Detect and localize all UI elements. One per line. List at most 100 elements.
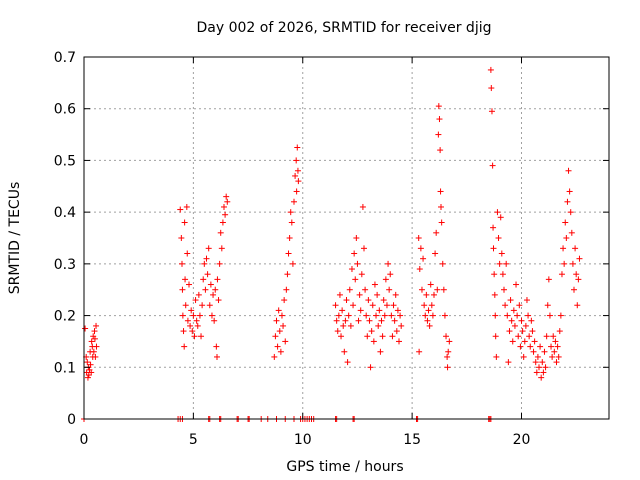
data-point bbox=[514, 312, 521, 319]
axes: 0 0.1 0.2 0.3 0.4 0.5 0.6 0.7 0 5 10 15 20 bbox=[54, 50, 609, 448]
data-point bbox=[543, 333, 550, 340]
data-point bbox=[187, 322, 194, 329]
data-point bbox=[181, 219, 188, 226]
data-point bbox=[525, 312, 532, 319]
data-point bbox=[397, 312, 404, 319]
data-point bbox=[415, 235, 422, 241]
data-point bbox=[488, 108, 495, 115]
data-point bbox=[550, 333, 557, 340]
data-point bbox=[375, 322, 382, 329]
data-point bbox=[492, 333, 499, 340]
data-point bbox=[423, 291, 430, 298]
data-point bbox=[180, 328, 187, 335]
data-point bbox=[440, 286, 447, 293]
data-point bbox=[210, 291, 217, 298]
data-point bbox=[556, 328, 563, 335]
data-point bbox=[561, 260, 568, 267]
data-point bbox=[332, 302, 339, 309]
data-point bbox=[369, 302, 376, 309]
data-point bbox=[207, 281, 214, 288]
data-point bbox=[540, 369, 547, 376]
data-point bbox=[445, 348, 452, 355]
data-point bbox=[490, 245, 497, 252]
data-point bbox=[392, 291, 399, 298]
data-point bbox=[88, 369, 95, 376]
data-point bbox=[552, 338, 559, 345]
data-point bbox=[566, 188, 573, 195]
data-point bbox=[283, 286, 290, 293]
data-point bbox=[429, 312, 436, 319]
data-point bbox=[426, 322, 433, 329]
data-point bbox=[84, 374, 91, 381]
data-point bbox=[334, 328, 341, 335]
data-point bbox=[504, 312, 511, 319]
data-point bbox=[574, 302, 581, 309]
data-point bbox=[563, 235, 570, 241]
y-tick-label: 0.1 bbox=[54, 360, 76, 376]
data-point bbox=[416, 266, 423, 273]
data-point bbox=[443, 333, 450, 340]
data-point bbox=[498, 250, 505, 257]
data-point bbox=[497, 214, 504, 221]
data-points bbox=[81, 66, 583, 422]
y-tick-label: 0.3 bbox=[54, 257, 76, 273]
data-point bbox=[222, 211, 229, 218]
y-tick-label: 0.7 bbox=[54, 50, 76, 66]
y-tick-label: 0.2 bbox=[54, 309, 76, 325]
data-point bbox=[492, 312, 499, 319]
data-point bbox=[188, 307, 195, 314]
data-point bbox=[558, 271, 565, 278]
data-point bbox=[441, 312, 448, 319]
data-point bbox=[333, 317, 340, 324]
data-point bbox=[433, 229, 440, 236]
data-point bbox=[439, 260, 446, 267]
data-point bbox=[573, 271, 580, 278]
data-point bbox=[522, 322, 529, 329]
data-point bbox=[365, 297, 372, 304]
data-point bbox=[446, 338, 453, 345]
data-point bbox=[356, 291, 363, 298]
data-point bbox=[184, 317, 191, 324]
data-point bbox=[273, 317, 280, 324]
data-point bbox=[554, 343, 561, 350]
x-tick-label: 15 bbox=[403, 432, 421, 448]
data-point bbox=[195, 291, 202, 298]
data-point bbox=[538, 374, 545, 381]
data-point bbox=[177, 206, 184, 213]
data-point bbox=[417, 245, 424, 252]
data-point bbox=[366, 317, 373, 324]
data-point bbox=[178, 235, 185, 241]
x-tick-label: 10 bbox=[294, 432, 312, 448]
data-point bbox=[224, 198, 231, 205]
data-point bbox=[182, 276, 189, 283]
data-point bbox=[203, 255, 210, 262]
data-point bbox=[560, 245, 567, 252]
data-point bbox=[344, 359, 351, 366]
data-point bbox=[364, 333, 371, 340]
data-point bbox=[416, 348, 423, 355]
data-point bbox=[380, 297, 387, 304]
data-point bbox=[385, 260, 392, 267]
data-point bbox=[511, 322, 518, 329]
data-point bbox=[390, 302, 397, 309]
data-point bbox=[519, 328, 526, 335]
data-point bbox=[219, 219, 226, 226]
data-point bbox=[531, 338, 538, 345]
data-point bbox=[204, 271, 211, 278]
plot-frame bbox=[83, 56, 610, 420]
data-point bbox=[353, 235, 360, 241]
data-point bbox=[277, 348, 284, 355]
data-point bbox=[541, 348, 548, 355]
data-point bbox=[529, 328, 536, 335]
data-point bbox=[292, 172, 299, 179]
data-point bbox=[343, 297, 350, 304]
data-point bbox=[564, 198, 571, 205]
data-point bbox=[280, 322, 287, 329]
data-point bbox=[288, 219, 295, 226]
data-point bbox=[190, 312, 197, 319]
data-point bbox=[205, 245, 212, 252]
data-point bbox=[394, 307, 401, 314]
data-point bbox=[499, 271, 506, 278]
data-point bbox=[434, 286, 441, 293]
data-point bbox=[182, 302, 189, 309]
